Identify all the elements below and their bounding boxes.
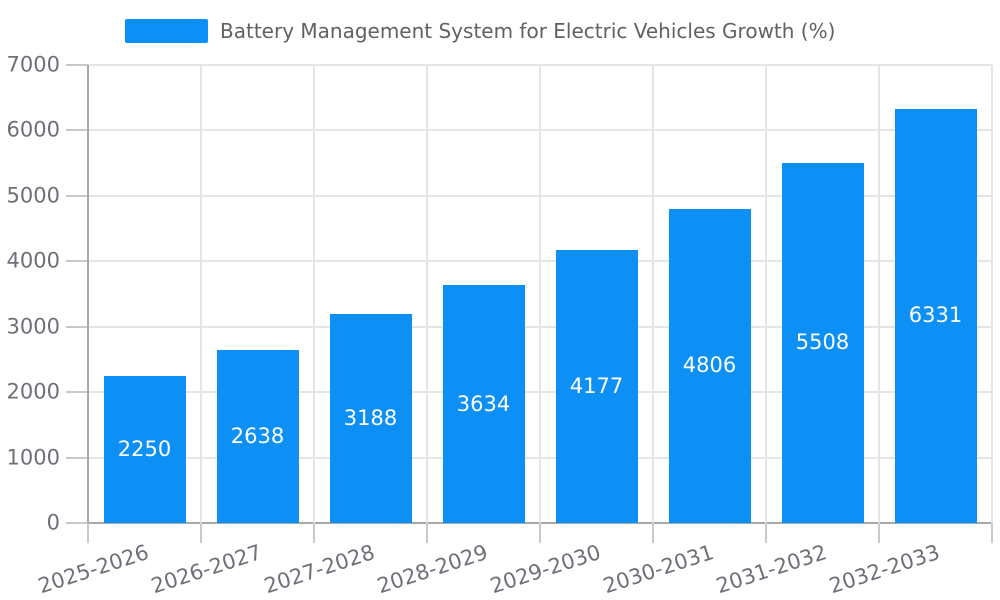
y-axis-tick [66,194,88,197]
gridline-vertical [878,65,880,523]
bar[interactable]: 2250 [103,375,186,523]
gridline-vertical [652,65,654,523]
y-axis-tick-label: 5000 [6,183,60,208]
y-axis-tick [66,64,88,66]
gridline-vertical [200,65,202,523]
x-axis-tick-label: 2028-2029 [374,540,491,599]
y-axis-tick-label: 1000 [6,445,60,470]
x-axis-tick [87,523,89,543]
bar-value-label: 4806 [682,353,737,378]
gridline-vertical [426,65,428,523]
y-axis-tick [66,522,88,524]
y-axis-tick-label: 4000 [6,248,60,273]
bar[interactable]: 2638 [216,350,299,523]
y-axis-line [87,65,89,523]
bar[interactable]: 4806 [668,208,751,523]
x-axis-tick [426,523,428,543]
bar-value-label: 2638 [230,424,285,449]
y-axis-tick [66,260,88,263]
y-axis-tick-label: 3000 [6,314,60,339]
bar-value-label: 3188 [343,406,398,431]
legend-item[interactable]: Battery Management System for Electric V… [125,19,835,43]
bar[interactable]: 4177 [555,249,638,523]
x-axis-tick [652,523,654,543]
y-axis-tick [66,129,88,132]
x-axis-tick [765,523,767,543]
gridline-vertical [313,65,315,523]
gridline-vertical [991,65,993,523]
gridline-vertical [765,65,767,523]
bar-value-label: 3634 [456,391,511,416]
bar[interactable]: 3188 [329,314,412,523]
y-axis-tick-label: 7000 [6,52,60,77]
y-axis-tick [66,391,88,394]
x-axis-tick-label: 2032-2033 [826,540,943,599]
legend-label: Battery Management System for Electric V… [220,19,836,43]
bar[interactable]: 5508 [781,162,864,523]
x-axis-tick-label: 2029-2030 [487,540,604,599]
y-axis-tick-label: 6000 [6,117,60,142]
x-axis-tick-label: 2027-2028 [261,540,378,599]
y-axis-tick-label: 2000 [6,379,60,404]
x-axis-tick-label: 2026-2027 [148,540,265,599]
x-axis-tick [539,523,541,543]
x-axis-tick-label: 2031-2032 [713,540,830,599]
bar-value-label: 5508 [795,330,850,355]
bar[interactable]: 6331 [894,108,977,523]
bar[interactable]: 3634 [442,285,525,523]
legend-swatch [125,19,208,43]
x-axis-tick-label: 2030-2031 [600,540,717,599]
bar-value-label: 6331 [908,303,963,328]
x-axis-tick-label: 2025-2026 [35,540,152,599]
gridline-vertical [539,65,541,523]
x-axis-tick [991,523,993,543]
bar-value-label: 4177 [569,373,624,398]
y-axis-tick [66,456,88,459]
y-axis-tick-label: 0 [46,510,60,535]
x-axis-tick [200,523,202,543]
y-axis-tick [66,325,88,328]
plot-area: 0 1000 2000 3000 4000 5000 6000 7000 2250 2025-20… [7,54,993,598]
bar-value-label: 2250 [117,436,172,461]
x-axis-tick [313,523,315,543]
x-axis-tick [878,523,880,543]
